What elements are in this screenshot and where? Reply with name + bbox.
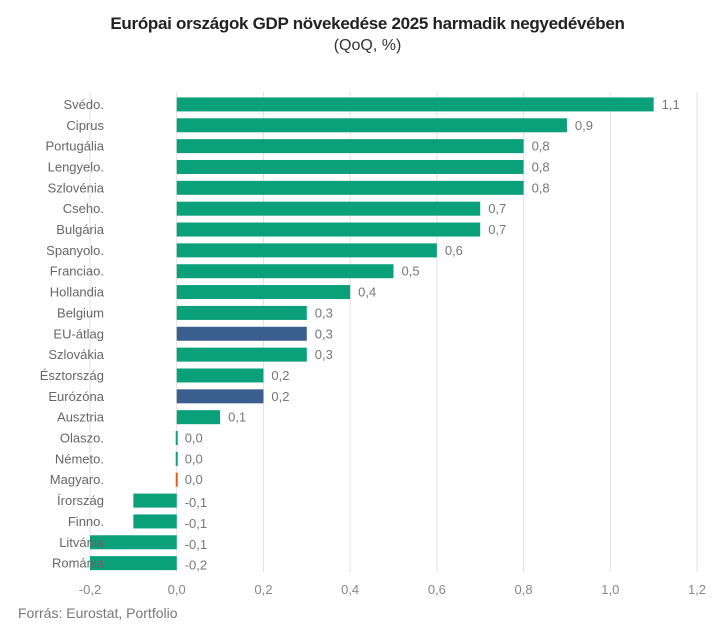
- bar: [176, 264, 394, 279]
- bar: [90, 556, 177, 571]
- value-label: 1,1: [662, 97, 680, 112]
- category-label: Szlovénia: [48, 180, 105, 195]
- x-tick-label: 0,0: [168, 582, 186, 597]
- x-tick-label: 0,8: [515, 582, 533, 597]
- category-label: Eurózóna: [48, 389, 104, 404]
- category-label: Észtország: [40, 368, 104, 383]
- category-label: Bulgária: [56, 222, 104, 237]
- value-label: 0,0: [185, 431, 203, 446]
- value-label: 0,7: [488, 201, 506, 216]
- category-label: Hollandia: [50, 285, 105, 300]
- value-label: 0,0: [185, 451, 203, 466]
- category-label: Lengyelo.: [48, 159, 104, 174]
- value-label: -0,2: [185, 558, 207, 573]
- value-label: -0,1: [185, 495, 207, 510]
- category-label: Szlovákia: [48, 347, 104, 362]
- bar: [176, 243, 437, 258]
- bar: [176, 159, 524, 174]
- bar: [176, 180, 524, 195]
- category-label: Írország: [57, 493, 104, 508]
- bar: [176, 97, 654, 112]
- value-label: 0,8: [532, 180, 550, 195]
- bar: [90, 535, 177, 550]
- category-label: Franciao.: [50, 264, 104, 279]
- bar: [176, 326, 307, 341]
- value-label: 0,3: [315, 326, 333, 341]
- bar: [176, 410, 221, 425]
- x-axis-ticks: -0,2 0,0 0,2 0,4 0,6 0,8 1,0 1,2: [79, 582, 706, 597]
- category-label: Svédo.: [64, 97, 104, 112]
- x-tick-label: 1,0: [601, 582, 619, 597]
- category-label: Magyaro.: [50, 472, 104, 487]
- category-label: Ciprus: [66, 118, 104, 133]
- category-label: Olaszo.: [60, 431, 104, 446]
- value-label: 0,8: [532, 139, 550, 154]
- category-label: Románia: [52, 556, 105, 571]
- value-label: 0,9: [575, 118, 593, 133]
- value-label: 0,6: [445, 243, 463, 258]
- bar: [176, 305, 307, 320]
- source-note: Forrás: Eurostat, Portfolio: [18, 605, 178, 621]
- value-label: 0,2: [271, 389, 289, 404]
- x-tick-label: 0,2: [254, 582, 272, 597]
- x-tick-label: 0,6: [428, 582, 446, 597]
- bar: [176, 389, 264, 404]
- x-tick-label: -0,2: [79, 582, 101, 597]
- bars: [90, 97, 654, 571]
- bar: [133, 514, 177, 529]
- value-label: 0,5: [402, 264, 420, 279]
- x-tick-label: 1,2: [688, 582, 706, 597]
- category-label: Spanyolo.: [46, 243, 104, 258]
- bar: [176, 201, 481, 216]
- bar: [175, 472, 178, 487]
- bar: [176, 285, 351, 300]
- category-label: Belgium: [57, 305, 104, 320]
- value-label: 0,4: [358, 285, 376, 300]
- value-label: -0,1: [185, 537, 207, 552]
- category-label: Litvánia: [59, 535, 105, 550]
- value-label: -0,1: [185, 516, 207, 531]
- bar: [176, 118, 567, 133]
- value-labels: 1,1 0,9 0,8 0,8 0,8 0,7 0,7 0,6 0,5 0,4 0,3 0,3 0,3 0…: [185, 97, 680, 573]
- bar: [133, 493, 177, 508]
- value-label: 0,2: [271, 368, 289, 383]
- category-label: Finno.: [68, 514, 104, 529]
- chart-title: Európai országok GDP növekedése 2025 har…: [110, 14, 625, 33]
- x-tick-label: 0,4: [341, 582, 359, 597]
- value-label: 0,8: [532, 159, 550, 174]
- category-label: Németo.: [55, 451, 104, 466]
- bar: [176, 139, 524, 154]
- category-label: Portugália: [45, 139, 104, 154]
- category-label: Ausztria: [57, 410, 105, 425]
- bar: [175, 431, 178, 446]
- value-label: 0,3: [315, 305, 333, 320]
- value-label: 0,3: [315, 347, 333, 362]
- chart-subtitle: (QoQ, %): [333, 37, 402, 54]
- bar: [176, 222, 481, 237]
- value-label: 0,1: [228, 410, 246, 425]
- bar: [176, 347, 307, 362]
- category-labels: Svédo. Ciprus Portugália Lengyelo. Szlovénia…: [40, 97, 105, 571]
- bar: [175, 451, 178, 466]
- category-label: EU-átlag: [53, 326, 104, 341]
- value-label: 0,0: [185, 472, 203, 487]
- bar: [176, 368, 264, 383]
- value-label: 0,7: [488, 222, 506, 237]
- category-label: Cseho.: [63, 201, 104, 216]
